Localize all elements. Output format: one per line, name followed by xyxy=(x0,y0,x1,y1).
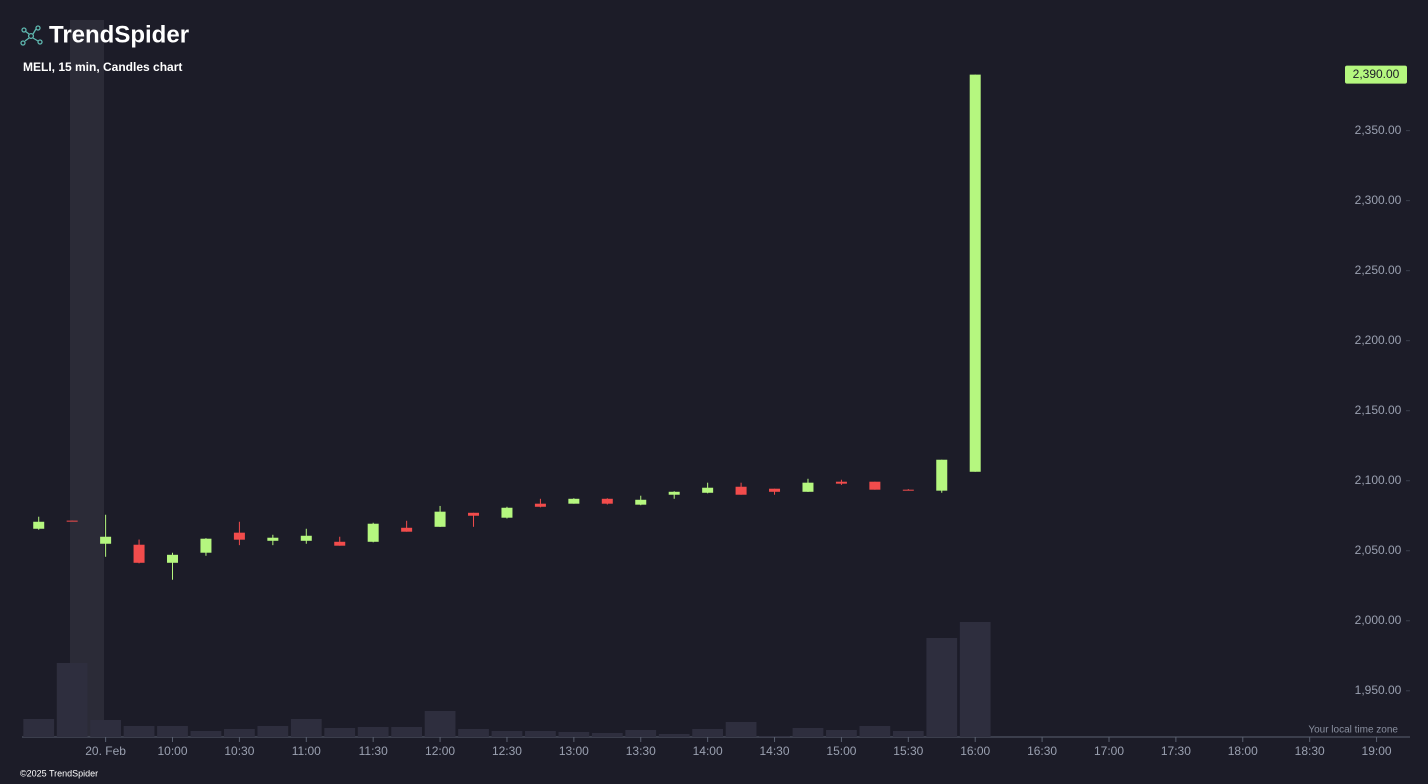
volume-bar xyxy=(90,720,121,737)
x-tick-label: 12:30 xyxy=(492,744,522,758)
x-tick-label: 17:00 xyxy=(1094,744,1124,758)
timezone-note: Your local time zone xyxy=(1308,725,1398,736)
volume-bar xyxy=(892,731,924,737)
y-tick-label: 1,950.00 xyxy=(1355,683,1402,697)
volume-bar xyxy=(725,722,757,737)
volume-bar xyxy=(859,726,891,737)
candle-body xyxy=(735,486,747,495)
y-tick-label: 2,350.00 xyxy=(1355,123,1402,137)
candle-body xyxy=(468,512,480,516)
y-tick-label: 2,200.00 xyxy=(1355,333,1402,347)
copyright: ©2025 TrendSpider xyxy=(20,768,98,778)
x-tick-label: 11:30 xyxy=(359,744,388,758)
candle-body xyxy=(367,523,379,542)
volume-bar xyxy=(759,736,790,737)
volume-bar xyxy=(792,728,824,737)
volume-bar xyxy=(591,733,623,737)
last-price-tag xyxy=(1345,65,1407,84)
x-tick-label: 16:00 xyxy=(960,744,990,758)
x-tick-label: 17:30 xyxy=(1161,744,1191,758)
x-tick-label: 18:00 xyxy=(1228,744,1258,758)
candle-body xyxy=(200,538,212,553)
candle-body xyxy=(568,498,580,504)
candle-body xyxy=(534,503,546,507)
volume-bar xyxy=(959,622,991,737)
volume-bar xyxy=(625,730,657,737)
x-tick-label: 14:00 xyxy=(693,744,723,758)
volume-bar xyxy=(157,726,188,737)
volume-bar xyxy=(424,711,456,737)
volume-bar xyxy=(391,727,423,737)
logo-icon xyxy=(20,25,43,46)
volume-bar xyxy=(190,731,222,737)
volume-bar xyxy=(826,730,857,737)
candle-body xyxy=(133,544,145,563)
y-tick-label: 2,050.00 xyxy=(1355,543,1402,557)
x-tick-label: 19:00 xyxy=(1362,744,1392,758)
x-tick-label: 14:30 xyxy=(760,744,790,758)
candle-body xyxy=(635,499,647,505)
candle-body xyxy=(100,536,112,544)
y-tick-label: 2,300.00 xyxy=(1355,193,1402,207)
x-tick-label: 11:00 xyxy=(292,744,321,758)
x-tick-label: 10:00 xyxy=(157,744,187,758)
volume-bar xyxy=(491,731,523,737)
volume-bar xyxy=(558,732,590,737)
candle-body xyxy=(969,74,981,472)
candle-body xyxy=(334,541,346,546)
candle-body xyxy=(869,481,881,490)
volume-bar xyxy=(525,731,556,737)
chart-title: MELI, 15 min, Candles chart xyxy=(23,60,182,74)
volume-bar xyxy=(56,663,88,737)
x-tick-label: 13:30 xyxy=(626,744,656,758)
volume-bar xyxy=(123,726,155,737)
candle-body xyxy=(233,532,245,540)
volume-bar xyxy=(357,727,389,737)
volume-bar xyxy=(324,728,356,737)
volume-bar xyxy=(257,726,289,737)
volume-bar xyxy=(692,729,724,737)
volume-bar xyxy=(23,719,55,737)
candle-body xyxy=(769,488,781,492)
volume-bar xyxy=(926,638,958,737)
y-tick-label: 2,000.00 xyxy=(1355,613,1402,627)
candle-body xyxy=(33,521,45,529)
volume-bar xyxy=(290,719,322,737)
candle-body xyxy=(501,507,513,518)
candle-body xyxy=(835,481,847,484)
x-tick-label: 13:00 xyxy=(559,744,589,758)
candle-body xyxy=(802,482,814,492)
volume-bar xyxy=(224,729,255,737)
x-tick-label: 16:30 xyxy=(1027,744,1057,758)
candle-body xyxy=(434,511,446,527)
candle-body xyxy=(702,487,714,493)
candle-body xyxy=(401,527,413,532)
x-tick-label: 10:30 xyxy=(224,744,254,758)
volume-bar xyxy=(658,734,690,737)
candle-body xyxy=(300,535,312,541)
x-tick-label: 15:00 xyxy=(826,744,856,758)
y-tick-label: 2,100.00 xyxy=(1355,473,1402,487)
y-tick-label: 2,250.00 xyxy=(1355,263,1402,277)
volume-bar xyxy=(458,729,489,737)
candle-body xyxy=(66,520,78,522)
candle-body xyxy=(267,537,279,541)
candle-body xyxy=(936,459,948,491)
x-tick-label: 20. Feb xyxy=(85,744,126,758)
x-tick-label: 12:00 xyxy=(425,744,455,758)
y-tick-label: 2,150.00 xyxy=(1355,403,1402,417)
x-tick-label: 18:30 xyxy=(1295,744,1325,758)
candle-body xyxy=(601,498,613,504)
candle-body xyxy=(668,491,680,495)
candle-body xyxy=(902,489,914,491)
x-tick-label: 15:30 xyxy=(893,744,923,758)
logo-text: TrendSpider xyxy=(49,21,189,48)
last-price-label: 2,390.00 xyxy=(1353,67,1400,81)
candle-body xyxy=(167,554,179,563)
session-highlight xyxy=(70,20,104,737)
